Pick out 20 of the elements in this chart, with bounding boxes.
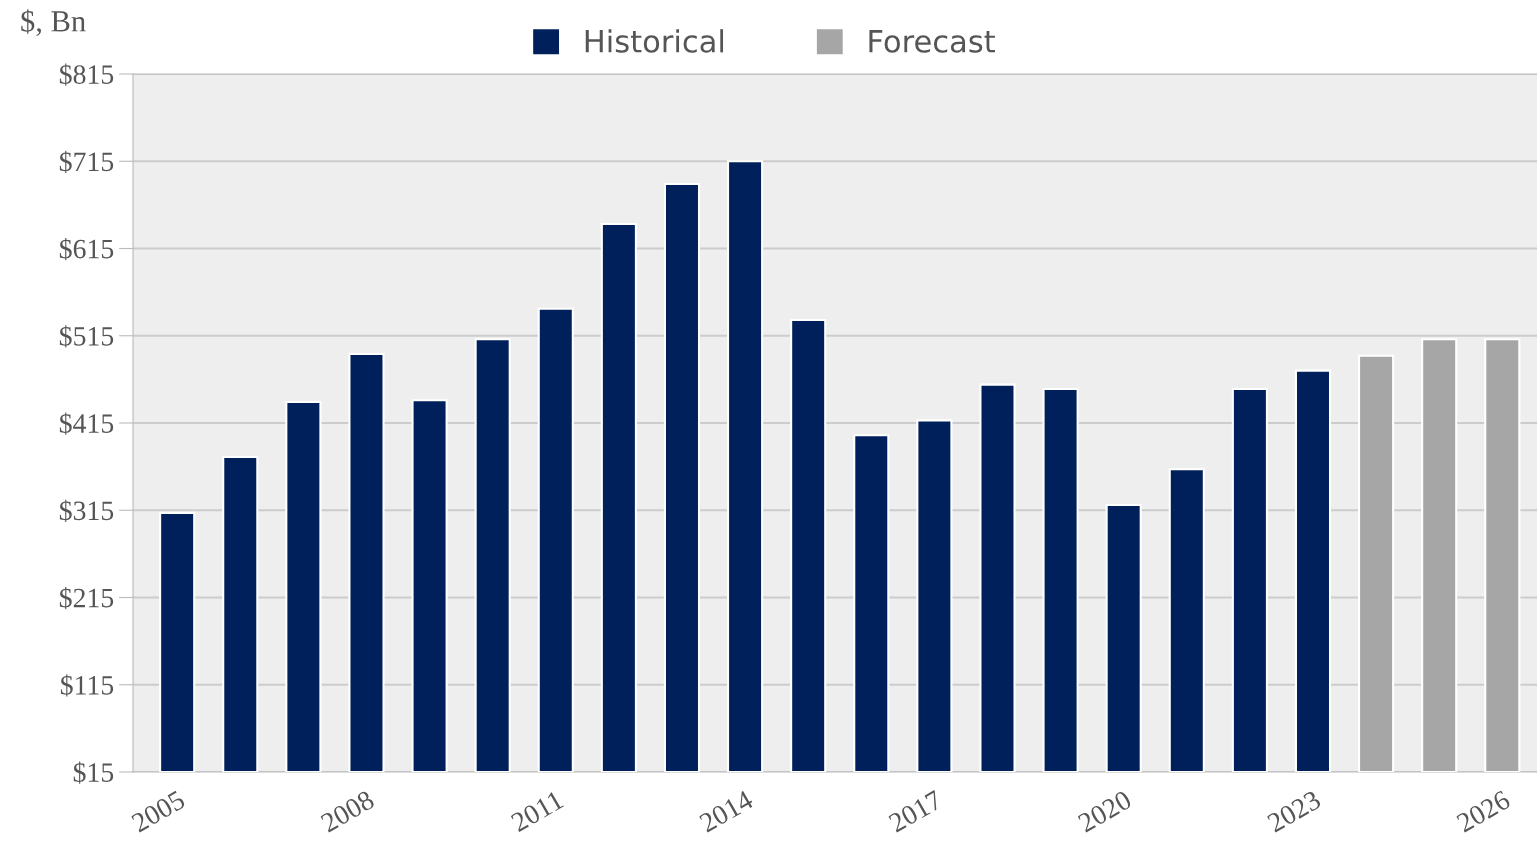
legend-label: Forecast (869, 30, 995, 53)
x-tick-label: 2023 (1266, 789, 1322, 833)
x-tick-label: 2005 (130, 789, 187, 833)
y-tick-label: $715 (59, 150, 114, 174)
y-tick-label: $315 (59, 499, 114, 523)
x-tick-label: 2026 (1455, 789, 1512, 833)
y-tick-label: $515 (59, 325, 114, 348)
x-tick-label: 2014 (698, 789, 755, 833)
y-tick-label: $215 (59, 587, 114, 610)
x-tick-label: 2011 (510, 790, 565, 833)
y-axis-title: $, Bn (21, 9, 86, 37)
x-tick-label: 2017 (887, 789, 944, 833)
y-tick-label: $815 (59, 63, 114, 86)
y-tick-label: $615 (59, 238, 114, 261)
y-tick-label: $415 (59, 412, 114, 435)
x-tick-label: 2008 (319, 789, 376, 833)
legend-label: Historical (585, 29, 724, 53)
y-tick-label: $15 (73, 761, 114, 784)
x-tick-label: 2020 (1077, 789, 1133, 833)
y-tick-label: $115 (60, 674, 114, 697)
